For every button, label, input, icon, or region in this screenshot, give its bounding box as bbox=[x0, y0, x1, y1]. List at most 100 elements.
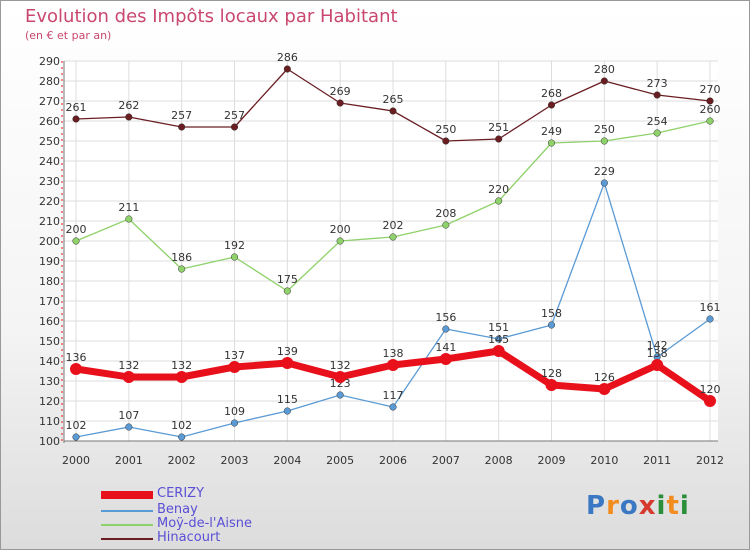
y-tick-label: 150 bbox=[39, 335, 60, 348]
data-label: 280 bbox=[594, 63, 615, 76]
data-label: 142 bbox=[647, 339, 668, 352]
data-label: 132 bbox=[330, 359, 351, 372]
y-tick-label: 110 bbox=[39, 415, 60, 428]
data-point bbox=[600, 77, 608, 85]
y-tick-label: 160 bbox=[39, 315, 60, 328]
data-point bbox=[336, 237, 344, 245]
data-point bbox=[283, 407, 291, 415]
data-label: 115 bbox=[277, 393, 298, 406]
data-point bbox=[125, 215, 133, 223]
data-label: 102 bbox=[171, 419, 192, 432]
y-tick-label: 180 bbox=[39, 275, 60, 288]
data-label: 270 bbox=[700, 83, 721, 96]
data-point bbox=[283, 287, 291, 295]
x-tick-label: 2004 bbox=[273, 454, 301, 467]
data-label: 200 bbox=[330, 223, 351, 236]
data-point bbox=[336, 391, 344, 399]
data-label: 249 bbox=[541, 125, 562, 138]
data-point bbox=[281, 357, 294, 369]
data-point bbox=[495, 197, 503, 205]
legend-label-benay: Benay bbox=[157, 502, 198, 517]
data-label: 139 bbox=[277, 345, 298, 358]
data-label: 260 bbox=[700, 103, 721, 116]
data-label: 107 bbox=[118, 409, 139, 422]
data-label: 202 bbox=[383, 219, 404, 232]
data-label: 200 bbox=[66, 223, 87, 236]
y-tick-label: 120 bbox=[39, 395, 60, 408]
proxiti-logo: Proxiti bbox=[586, 491, 690, 521]
data-point bbox=[175, 371, 188, 383]
logo-letter: i bbox=[679, 491, 690, 521]
data-label: 126 bbox=[594, 371, 615, 384]
data-point bbox=[230, 419, 239, 427]
data-point bbox=[387, 359, 399, 371]
x-tick-label: 2012 bbox=[696, 454, 724, 467]
y-tick-label: 280 bbox=[39, 75, 60, 88]
chart-title: Evolution des Impôts locaux par Habitant bbox=[25, 6, 398, 27]
y-tick-label: 250 bbox=[39, 135, 60, 148]
data-point bbox=[704, 395, 716, 407]
data-label: 251 bbox=[488, 121, 509, 134]
data-label: 262 bbox=[118, 99, 139, 112]
logo-letter: P bbox=[586, 491, 607, 521]
data-label: 120 bbox=[700, 383, 721, 396]
data-point bbox=[336, 99, 344, 107]
data-point bbox=[442, 137, 450, 145]
y-tick-label: 240 bbox=[39, 155, 60, 168]
data-label: 141 bbox=[435, 341, 456, 354]
data-point bbox=[653, 129, 661, 137]
data-point bbox=[230, 123, 239, 131]
data-label: 257 bbox=[224, 109, 245, 122]
data-point bbox=[706, 117, 714, 125]
y-tick-label: 270 bbox=[39, 95, 60, 108]
data-label: 250 bbox=[435, 123, 456, 136]
x-tick-label: 2003 bbox=[221, 454, 249, 467]
x-tick-label: 2002 bbox=[168, 454, 196, 467]
data-label: 136 bbox=[66, 351, 87, 364]
data-point bbox=[389, 233, 397, 241]
data-label: 117 bbox=[383, 389, 404, 402]
data-label: 109 bbox=[224, 405, 245, 418]
data-label: 186 bbox=[171, 251, 192, 264]
data-label: 192 bbox=[224, 239, 245, 252]
data-label: 261 bbox=[66, 101, 87, 114]
data-label: 268 bbox=[541, 87, 562, 100]
data-point bbox=[492, 345, 505, 357]
data-label: 229 bbox=[594, 165, 615, 178]
x-tick-label: 2006 bbox=[379, 454, 407, 467]
data-label: 102 bbox=[66, 419, 87, 432]
data-point bbox=[651, 359, 664, 371]
data-point bbox=[545, 379, 558, 391]
y-tick-label: 260 bbox=[39, 115, 60, 128]
data-point bbox=[653, 91, 661, 99]
data-point bbox=[72, 115, 80, 123]
data-label: 269 bbox=[330, 85, 351, 98]
x-tick-label: 2011 bbox=[643, 454, 671, 467]
data-point bbox=[178, 123, 186, 131]
x-tick-label: 2009 bbox=[538, 454, 566, 467]
y-tick-label: 200 bbox=[39, 235, 60, 248]
y-tick-label: 220 bbox=[39, 195, 60, 208]
data-point bbox=[334, 371, 347, 383]
data-point bbox=[439, 353, 452, 365]
data-point bbox=[598, 383, 611, 395]
logo-letter: x bbox=[638, 491, 657, 521]
logo-letter: t bbox=[666, 491, 680, 521]
data-label: 123 bbox=[330, 377, 351, 390]
legend-label-hinacourt: Hinacourt bbox=[157, 530, 221, 545]
x-tick-label: 2010 bbox=[590, 454, 618, 467]
data-label: 208 bbox=[435, 207, 456, 220]
data-label: 257 bbox=[171, 109, 192, 122]
data-label: 211 bbox=[118, 201, 139, 214]
legend-swatch-moy bbox=[101, 524, 153, 526]
data-point bbox=[72, 433, 80, 441]
data-point bbox=[389, 107, 397, 115]
x-tick-label: 2005 bbox=[326, 454, 354, 467]
logo-letter: r bbox=[606, 491, 620, 521]
y-tick-label: 100 bbox=[39, 435, 60, 448]
x-tick-label: 2000 bbox=[62, 454, 90, 467]
data-label: 250 bbox=[594, 123, 615, 136]
y-tick-label: 190 bbox=[39, 255, 60, 268]
